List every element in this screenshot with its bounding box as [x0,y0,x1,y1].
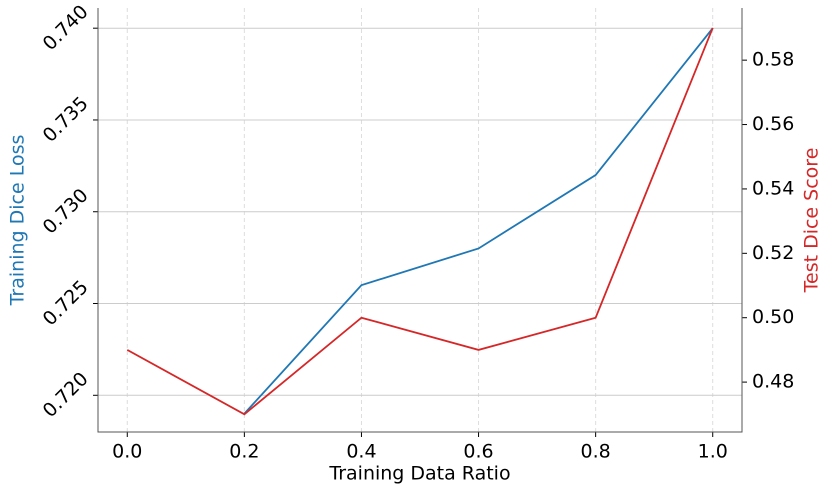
x-tick-label: 0.4 [346,441,376,463]
y-tick-label: 0.720 [39,368,93,422]
x-tick-label: 0.6 [463,441,493,463]
x-axis-label: Training Data Ratio [328,463,510,485]
axis-spines [97,8,743,433]
x-tick-label: 0.8 [581,441,611,463]
y2-axis-label: Test Dice Score [801,148,823,294]
x-tick-label: 0.0 [112,441,142,463]
line-series [126,27,714,416]
y-axis-label: Training Dice Loss [7,135,29,307]
x-tick-label: 1.0 [698,441,728,463]
y-tick-label: 0.735 [39,93,93,147]
x-tick-label: 0.2 [229,441,259,463]
y-tick-label: 0.740 [39,1,93,55]
y2-tick-label: 0.52 [752,242,794,264]
line-series [243,27,714,415]
y2-tick-label: 0.50 [752,306,794,328]
y2-tick-label: 0.58 [752,49,794,71]
y2-tick-label: 0.48 [752,371,794,393]
y2-tick-label: 0.56 [752,113,794,135]
y2-tick-label: 0.54 [752,177,794,199]
y-tick-label: 0.725 [39,276,93,330]
y-tick-label: 0.730 [39,184,93,238]
